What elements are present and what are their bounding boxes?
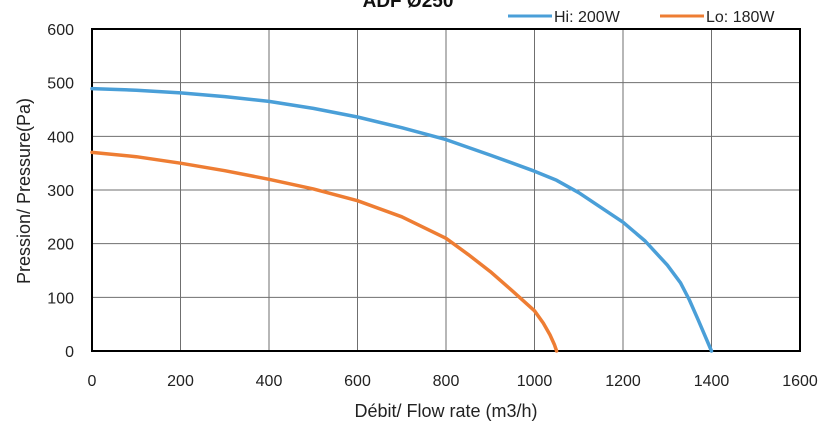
y-axis-tick-labels: 0 100 200 300 400 500 600 — [47, 22, 74, 361]
legend-label-lo: Lo: 180W — [706, 9, 775, 26]
y-tick-label: 500 — [47, 76, 74, 93]
x-tick-label: 600 — [344, 373, 371, 390]
legend-label-hi: Hi: 200W — [554, 9, 621, 26]
series-line-lo — [90, 150, 559, 353]
x-tick-label: 400 — [256, 373, 283, 390]
y-tick-label: 600 — [47, 22, 74, 39]
x-tick-label: 0 — [88, 373, 97, 390]
x-tick-label: 200 — [167, 373, 194, 390]
plot-area-frame — [91, 28, 801, 352]
series-line-hi — [90, 86, 714, 353]
y-tick-label: 300 — [47, 183, 74, 200]
legend: Hi: 200W Lo: 180W — [508, 9, 775, 26]
y-tick-label: 200 — [47, 237, 74, 254]
chart-title: ADF Ø250 — [363, 0, 454, 12]
x-axis-tick-labels: 0 200 400 600 800 1000 1200 1400 1600 — [88, 373, 818, 390]
x-tick-label: 1600 — [782, 373, 818, 390]
x-tick-label: 1000 — [517, 373, 553, 390]
y-axis-title: Pression/ Pressure(Pa) — [14, 98, 34, 284]
x-tick-label: 1200 — [605, 373, 641, 390]
y-tick-label: 0 — [65, 344, 74, 361]
y-tick-label: 400 — [47, 129, 74, 146]
series-lines — [90, 86, 714, 353]
x-tick-label: 800 — [433, 373, 460, 390]
y-tick-label: 100 — [47, 290, 74, 307]
grid-lines — [91, 28, 801, 352]
x-axis-title: Débit/ Flow rate (m3/h) — [354, 401, 537, 421]
x-tick-label: 1400 — [694, 373, 730, 390]
